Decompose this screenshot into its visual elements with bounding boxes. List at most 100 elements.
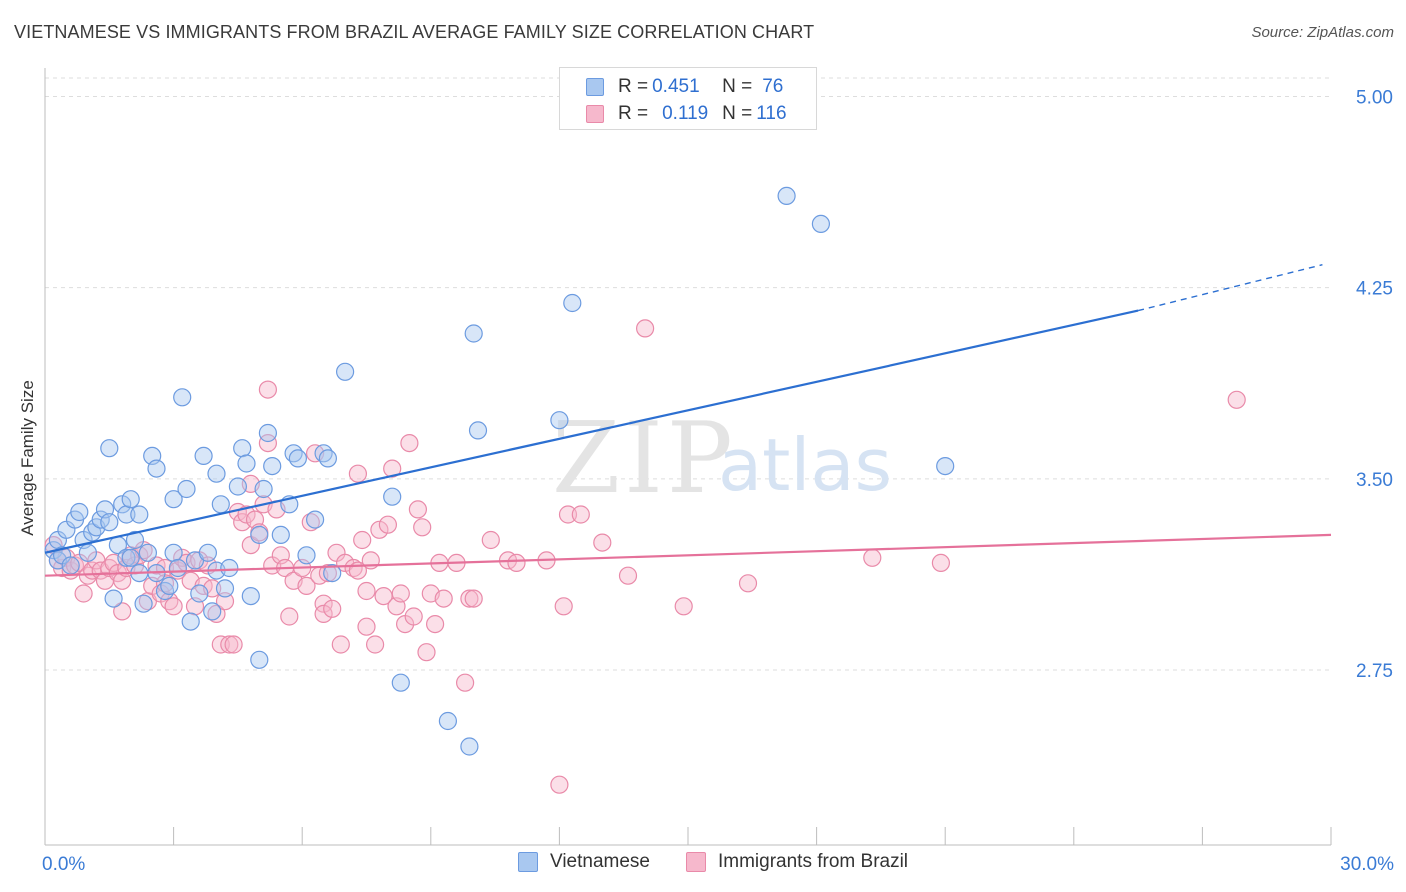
brazil-point-71 [331,635,350,654]
vietnamese-point-47 [215,579,235,598]
brazil-point-91 [413,518,432,537]
brazil-point-89 [404,607,423,626]
vietnamese-point-44 [207,464,226,483]
vietnamese-point-36 [173,388,192,407]
vietnamese-point-38 [181,612,200,631]
brazil-point-105 [550,775,569,794]
brazil-point-66 [314,594,333,613]
brazil-point-42 [215,592,235,611]
vietnamese-point-26 [134,594,153,613]
vietnamese-point-18 [113,495,132,514]
vietnamese-point-51 [237,454,256,473]
vietnamese-point-58 [271,525,290,545]
legend-row-vietnamese: R = 0.451 N = 76 [586,75,783,99]
brazil-point-101 [481,530,500,550]
vietnamese-point-72 [464,324,483,343]
brazil-point-100 [464,589,483,608]
brazil-point-98 [456,673,475,692]
chart-title: VIETNAMESE VS IMMIGRANTS FROM BRAZIL AVE… [14,22,815,42]
y-axis-label: Average Family Size [18,380,37,536]
vietnamese-point-5 [61,556,80,575]
y-tick-label-2: 4.25 [1356,279,1393,300]
correlation-legend: R = 0.451 N = 76 R = 0.119 N = 116 [559,67,817,130]
brazil-point-88 [400,434,419,453]
legend-n-label: N = [722,76,753,97]
vietnamese-point-65 [318,449,337,468]
series-legend-swatch-brazil [686,852,706,872]
brazil-point-86 [391,584,410,603]
brazil-point-47 [237,505,256,524]
legend-r-value-brazil: 0.119 [662,103,709,124]
vietnamese-point-21 [121,490,140,509]
legend-r-label: R = [618,76,649,97]
brazil-point-115 [931,553,951,573]
vietnamese-point-54 [250,650,269,669]
vietnamese-point-70 [438,711,457,731]
vietnamese-point-62 [297,546,316,565]
vietnamese-point-43 [203,602,222,621]
brazil-point-106 [554,597,573,616]
vietnamese-point-68 [383,487,402,506]
brazil-point-78 [357,581,376,601]
brazil-point-81 [370,520,389,539]
vietnamese-point-37 [177,479,196,499]
series-legend: Vietnamese Immigrants from Brazil [0,851,1406,877]
vietnamese-point-15 [100,439,119,458]
brazil-point-109 [593,533,612,552]
vietnamese-point-63 [306,510,325,529]
vietnamese-point-61 [288,449,307,468]
brazil-point-67 [314,604,333,624]
legend-r-label: R = [618,103,649,124]
vietnamese-point-50 [233,439,252,458]
vietnamese-point-48 [220,558,239,578]
series-legend-vietnamese: Vietnamese [518,851,650,873]
brazil-point-17 [113,602,132,621]
brazil-point-103 [507,553,526,573]
series-vietnamese-points [44,186,955,756]
brazil-point-69 [323,599,342,618]
vietnamese-point-67 [336,362,355,381]
brazil-point-94 [426,614,445,634]
brazil-point-108 [571,505,590,524]
brazil-point-84 [383,459,402,478]
vietnamese-point-32 [160,576,179,596]
brazil-point-62 [297,576,316,596]
trend-line-vietnamese-extension [1137,264,1323,312]
brazil-point-59 [280,607,299,626]
x-tick-label-start: 0.0% [42,854,85,875]
brazil-point-53 [258,434,277,453]
brazil-point-68 [318,563,337,583]
trend-line-vietnamese [44,309,1139,554]
brazil-point-83 [378,515,397,534]
y-tick-label-1: 3.50 [1356,470,1393,491]
series-brazil-points [44,319,1246,794]
vietnamese-point-55 [254,479,273,499]
x-tick-label-end: 30.0% [1340,854,1394,875]
vietnamese-point-73 [468,421,488,440]
series-legend-label-vietnamese: Vietnamese [550,851,650,872]
brazil-point-114 [863,548,882,567]
grid-layer [45,77,1331,671]
legend-r-value-vietnamese: 0.451 [652,76,700,97]
vietnamese-point-27 [138,543,157,562]
brazil-point-112 [674,597,693,616]
watermark: ZIP atlas [552,402,892,516]
brazil-point-107 [558,505,578,524]
vietnamese-point-23 [125,530,145,550]
brazil-point-43 [220,635,239,654]
brazil-point-92 [417,643,436,662]
series-legend-label-brazil: Immigrants from Brazil [718,851,909,872]
vietnamese-point-40 [190,584,209,603]
vietnamese-point-66 [323,563,342,583]
y-tick-label-3: 5.00 [1356,88,1393,109]
legend-swatch-brazil [586,105,604,123]
vietnamese-point-34 [164,490,183,509]
brazil-point-30 [164,597,183,616]
brazil-point-96 [434,589,453,608]
vietnamese-point-56 [258,423,277,443]
vietnamese-point-14 [100,513,119,532]
vietnamese-point-42 [198,543,217,562]
vietnamese-point-52 [241,586,260,606]
vietnamese-point-19 [117,548,136,567]
trend-lines [44,264,1332,577]
